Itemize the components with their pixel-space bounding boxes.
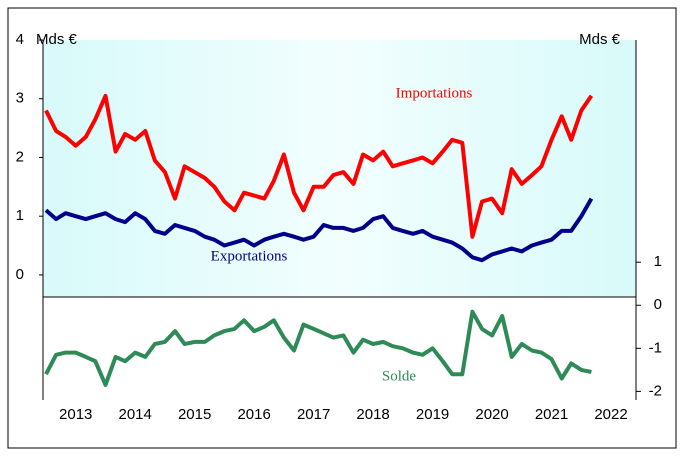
series-label: Exportations — [211, 248, 288, 264]
top-panel — [43, 40, 636, 297]
y-tick-label: 2 — [16, 148, 24, 165]
series-label: Solde — [382, 368, 417, 384]
x-tick-label: 2019 — [416, 406, 449, 423]
series-line — [44, 309, 592, 387]
x-tick-label: 2018 — [356, 406, 389, 423]
y-tick-label: 3 — [16, 90, 24, 107]
y2-tick-label: -2 — [649, 382, 662, 399]
y-tick-label: 0 — [16, 266, 24, 283]
series-line — [44, 93, 594, 239]
x-tick-label: 2013 — [59, 406, 92, 423]
x-tick-label: 2020 — [475, 406, 508, 423]
y-axis-label: Mds € — [36, 31, 78, 48]
x-tick-label: 2021 — [535, 406, 568, 423]
y-tick-label: 4 — [16, 31, 24, 48]
x-tick-label: 2015 — [178, 406, 211, 423]
y2-tick-label: 1 — [654, 253, 662, 270]
y2-axis-label: Mds € — [579, 31, 621, 48]
series-label: Importations — [396, 85, 473, 101]
x-tick-label: 2022 — [594, 406, 627, 423]
x-tick-label: 2017 — [297, 406, 330, 423]
x-tick-label: 2014 — [119, 406, 152, 423]
x-tick-label: 2016 — [237, 406, 270, 423]
y2-tick-label: 0 — [654, 296, 662, 313]
series-line — [44, 197, 594, 263]
y-tick-label: 1 — [16, 207, 24, 224]
y2-tick-label: -1 — [649, 339, 662, 356]
